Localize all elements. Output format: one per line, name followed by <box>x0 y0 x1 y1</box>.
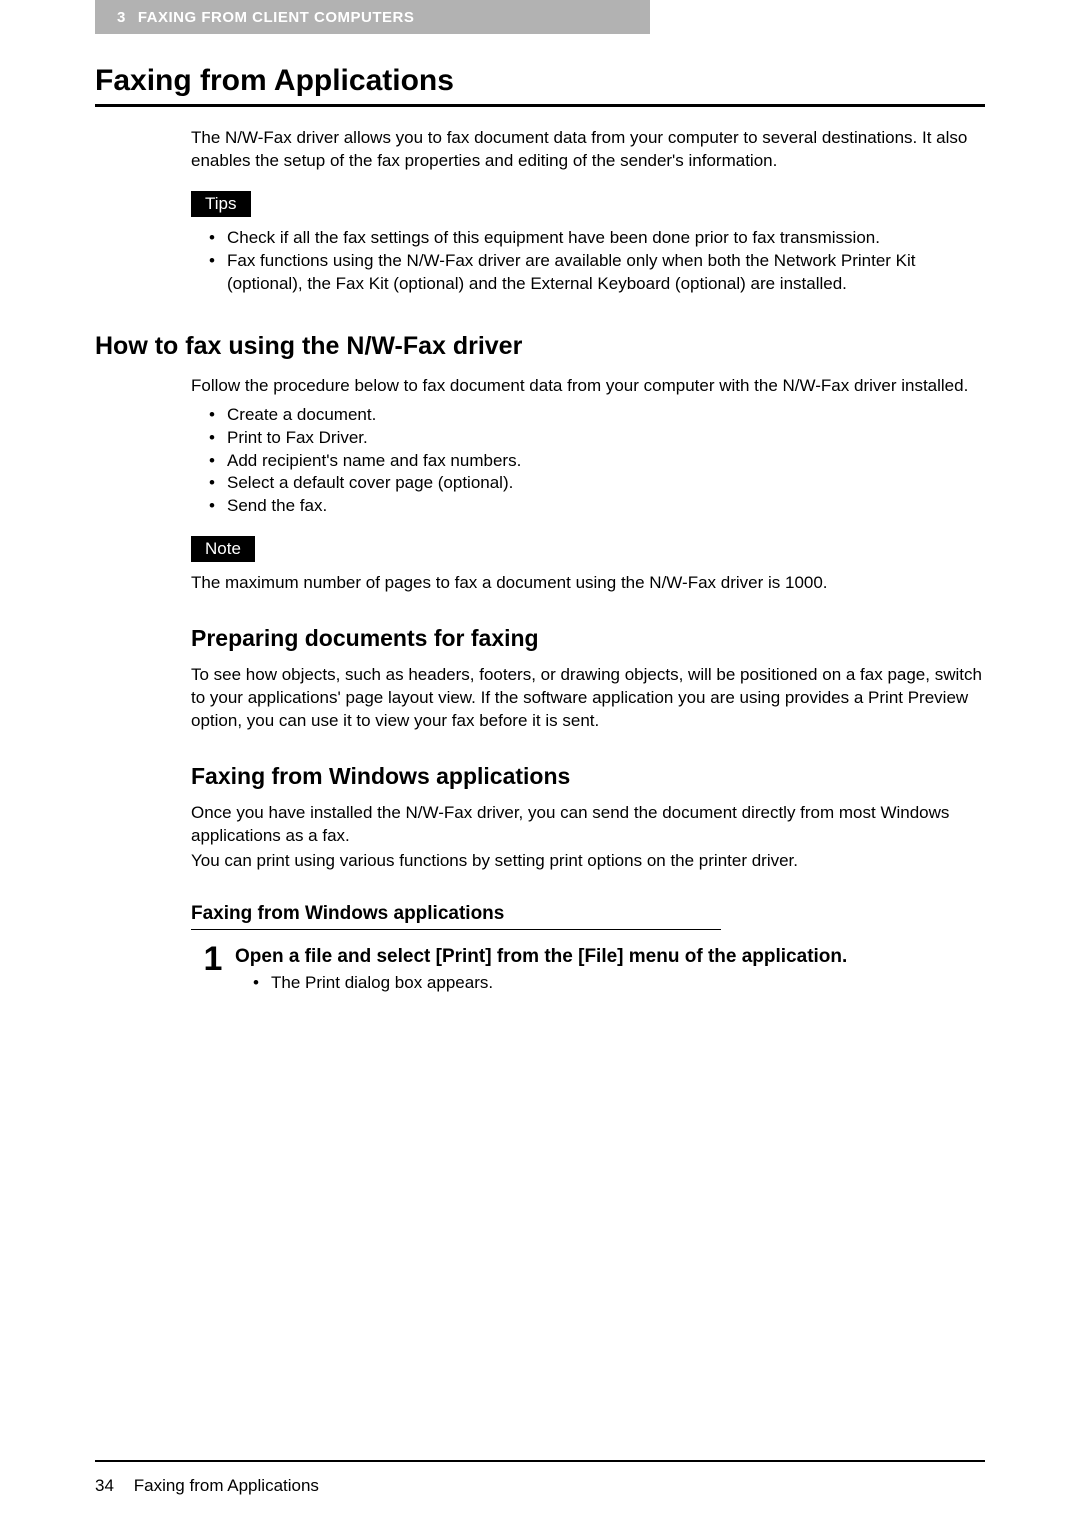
footer-title: Faxing from Applications <box>134 1476 319 1495</box>
windows-heading: Faxing from Windows applications <box>191 763 985 790</box>
preparing-heading: Preparing documents for faxing <box>191 625 985 652</box>
page-footer: 34 Faxing from Applications <box>95 1460 985 1496</box>
list-item: Send the fax. <box>209 495 985 518</box>
howto-steps-list: Create a document. Print to Fax Driver. … <box>191 404 985 519</box>
list-item: Fax functions using the N/W-Fax driver a… <box>209 250 985 296</box>
note-label: Note <box>191 536 255 562</box>
list-item: Check if all the fax settings of this eq… <box>209 227 985 250</box>
chapter-number: 3 <box>117 9 126 26</box>
tips-list: Check if all the fax settings of this eq… <box>191 227 985 296</box>
step-title: Open a file and select [Print] from the … <box>235 946 985 968</box>
title-rule <box>95 104 985 107</box>
chapter-header-bar: 3 FAXING FROM CLIENT COMPUTERS <box>95 0 650 34</box>
windows-body1: Once you have installed the N/W-Fax driv… <box>191 802 985 848</box>
chapter-title: FAXING FROM CLIENT COMPUTERS <box>138 9 415 26</box>
windows-subheading: Faxing from Windows applications <box>191 903 985 925</box>
windows-subheading-block: Faxing from Windows applications <box>191 903 985 930</box>
howto-heading: How to fax using the N/W-Fax driver <box>95 332 985 361</box>
intro-paragraph: The N/W-Fax driver allows you to fax doc… <box>191 127 985 173</box>
step-bullet-list: The Print dialog box appears. <box>235 972 985 995</box>
subheading-rule <box>191 929 721 930</box>
page-number: 34 <box>95 1476 129 1496</box>
note-text: The maximum number of pages to fax a doc… <box>191 572 985 595</box>
list-item: The Print dialog box appears. <box>253 972 985 995</box>
windows-body2: You can print using various functions by… <box>191 850 985 873</box>
list-item: Print to Fax Driver. <box>209 427 985 450</box>
howto-intro: Follow the procedure below to fax docume… <box>191 375 985 398</box>
step-number: 1 <box>191 942 235 976</box>
step-row: 1 Open a file and select [Print] from th… <box>191 942 985 995</box>
tips-label: Tips <box>191 191 251 217</box>
page-title: Faxing from Applications <box>95 64 985 98</box>
list-item: Create a document. <box>209 404 985 427</box>
footer-rule <box>95 1460 985 1462</box>
list-item: Select a default cover page (optional). <box>209 472 985 495</box>
list-item: Add recipient's name and fax numbers. <box>209 450 985 473</box>
preparing-body: To see how objects, such as headers, foo… <box>191 664 985 733</box>
